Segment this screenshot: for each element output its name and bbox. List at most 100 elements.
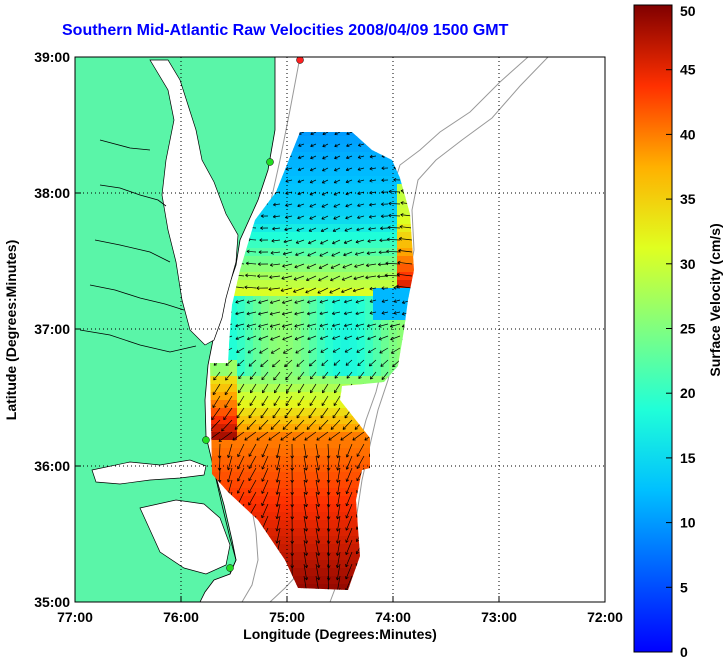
velocity-arrow: [294, 419, 305, 430]
velocity-arrow: [244, 431, 257, 441]
velocity-arrow: [293, 275, 305, 281]
velocity-arrow: [381, 178, 389, 183]
velocity-cell: [357, 216, 366, 225]
velocity-cell: [309, 184, 318, 193]
velocity-arrow: [315, 551, 321, 569]
velocity-cell: [309, 216, 318, 225]
velocity-cell: [293, 152, 302, 161]
velocity-cell: [325, 440, 334, 449]
velocity-arrow: [344, 227, 353, 232]
velocity-arrow: [345, 479, 353, 495]
velocity-cell: [277, 280, 286, 289]
velocity-cell: [341, 208, 350, 217]
velocity-cell: [405, 288, 414, 297]
velocity-cell: [309, 344, 318, 353]
velocity-cell: [253, 400, 262, 409]
velocity-cell: [285, 312, 294, 321]
velocity-cell: [317, 352, 326, 361]
velocity-cell: [341, 184, 350, 193]
velocity-cell: [301, 560, 310, 569]
velocity-cell: [325, 144, 334, 153]
velocity-arrow: [227, 443, 233, 459]
velocity-arrow: [345, 215, 353, 220]
velocity-cell: [357, 256, 366, 265]
velocity-cell: [221, 456, 230, 465]
velocity-arrow: [248, 467, 257, 482]
velocity-cell: [261, 280, 270, 289]
velocity-cell: [389, 216, 398, 225]
velocity-cell: [301, 536, 310, 545]
velocity-cell: [365, 256, 374, 265]
velocity-cell: [269, 416, 278, 425]
velocity-cell: [277, 312, 286, 321]
velocity-cell: [325, 480, 334, 489]
velocity-arrow: [226, 467, 233, 483]
velocity-cell: [277, 200, 286, 209]
velocity-arrow: [344, 335, 353, 340]
velocity-cell: [301, 584, 310, 590]
velocity-cell: [269, 216, 278, 225]
velocity-cell: [253, 488, 262, 497]
velocity-cell: [357, 184, 366, 193]
velocity-arrow: [309, 383, 317, 394]
velocity-cell: [301, 264, 310, 273]
velocity-cell: [293, 136, 302, 145]
velocity-cell: [285, 560, 294, 569]
velocity-cell: [341, 224, 350, 233]
velocity-arrow: [318, 275, 329, 282]
velocity-cell: [373, 336, 382, 345]
velocity-cell: [277, 512, 286, 521]
velocity-cell: [333, 296, 342, 305]
velocity-cell: [317, 432, 326, 441]
velocity-cell: [293, 408, 302, 417]
velocity-cell: [285, 456, 294, 465]
velocity-cell: [301, 160, 310, 169]
velocity-cell: [245, 304, 254, 313]
velocity-cell: [365, 152, 374, 161]
velocity-cell: [381, 192, 390, 201]
velocity-cell: [357, 192, 366, 201]
velocity-arrow: [259, 347, 269, 354]
velocity-cell: [221, 432, 230, 441]
velocity-cell: [229, 440, 238, 449]
velocity-arrow: [346, 371, 353, 379]
velocity-cell: [301, 576, 310, 585]
velocity-arrow: [310, 155, 317, 160]
velocity-cell: [341, 296, 350, 305]
velocity-arrow: [235, 299, 245, 304]
velocity-arrow: [369, 178, 377, 183]
velocity-arrow: [368, 214, 377, 219]
velocity-cell: [277, 240, 286, 249]
velocity-cell: [317, 368, 326, 377]
velocity-cell: [269, 320, 278, 329]
velocity-arrow: [260, 407, 269, 419]
velocity-arrow: [303, 539, 309, 556]
velocity-arrow: [321, 215, 329, 220]
velocity-cell: [309, 328, 318, 337]
velocity-cell: [333, 560, 342, 569]
velocity-cell: [277, 368, 286, 377]
velocity-cell: [317, 132, 326, 137]
velocity-cell: [285, 272, 294, 281]
barrier-islands: [213, 469, 237, 575]
velocity-cell: [309, 424, 318, 433]
velocity-arrow: [322, 132, 329, 136]
velocity-cell: [389, 312, 398, 321]
velocity-arrow: [297, 203, 305, 208]
velocity-cell: [381, 376, 390, 385]
velocity-cell: [317, 304, 326, 313]
velocity-arrow: [381, 299, 389, 303]
velocity-cell: [397, 208, 406, 217]
colorbar-tick-label: 25: [680, 321, 696, 337]
velocity-arrow: [309, 203, 317, 208]
x-tick-label: 77:00: [57, 609, 93, 625]
velocity-arrow: [273, 395, 281, 407]
velocity-cell: [237, 296, 246, 305]
velocity-cell: [341, 480, 350, 489]
y-tick-label: 39:00: [34, 49, 70, 65]
velocity-cell: [221, 392, 230, 401]
velocity-cell: [389, 288, 398, 297]
velocity-arrow: [315, 467, 321, 483]
velocity-cell: [341, 240, 350, 249]
velocity-cell: [301, 240, 310, 249]
